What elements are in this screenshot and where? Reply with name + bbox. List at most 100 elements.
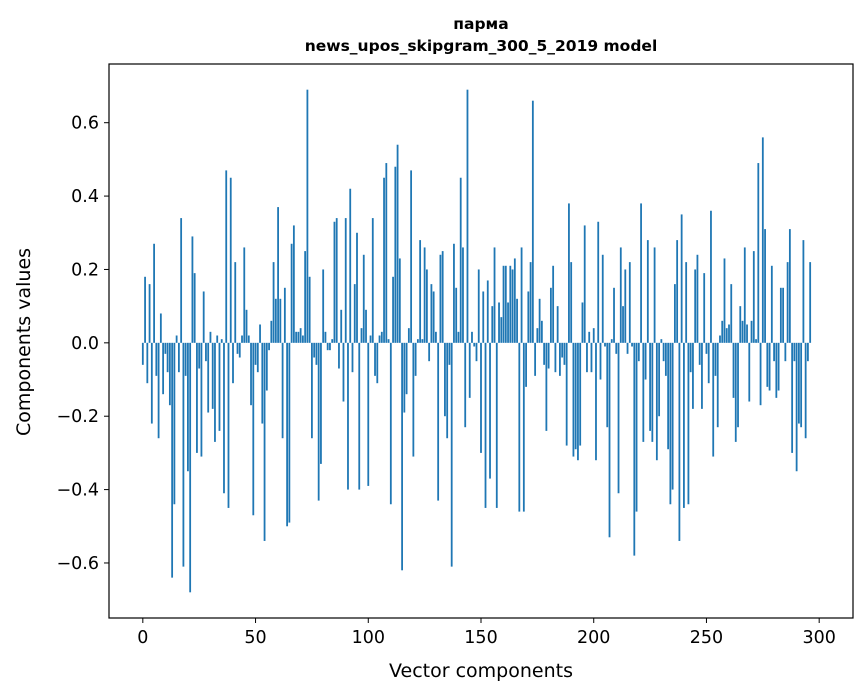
bar: [712, 342, 715, 457]
bar: [295, 331, 298, 343]
bar: [252, 342, 255, 516]
bar: [743, 247, 746, 343]
bar: [462, 247, 464, 343]
bar: [606, 342, 609, 428]
bar: [322, 269, 325, 343]
bar: [502, 265, 505, 343]
x-tick-label: 250: [690, 628, 723, 648]
bar: [687, 342, 690, 505]
bar: [216, 335, 219, 343]
bar: [807, 342, 809, 362]
bar: [168, 342, 171, 406]
x-tick-label: 100: [352, 628, 385, 648]
bar: [367, 342, 370, 486]
bar: [435, 331, 437, 343]
bar: [651, 342, 654, 442]
bar: [349, 188, 352, 343]
bar: [311, 342, 313, 439]
bar: [403, 342, 406, 413]
bar: [283, 287, 286, 343]
bar: [635, 342, 638, 512]
bar: [608, 342, 611, 538]
bar: [200, 342, 203, 457]
chart-title: парма: [453, 15, 508, 33]
bar: [292, 225, 295, 343]
bar: [471, 331, 473, 343]
bar: [299, 328, 302, 343]
bar: [673, 284, 676, 343]
bar: [166, 342, 169, 373]
bar: [279, 298, 282, 343]
y-tick-label: −0.2: [57, 407, 100, 427]
bar: [534, 342, 537, 376]
bar: [646, 240, 649, 343]
bar: [378, 335, 381, 343]
bar: [809, 262, 812, 343]
bar: [380, 331, 383, 343]
bar: [290, 243, 293, 343]
bar: [236, 342, 239, 354]
bar: [141, 342, 144, 365]
bar: [536, 328, 539, 343]
bar: [732, 342, 735, 398]
bar: [207, 342, 210, 413]
bar: [655, 342, 658, 461]
x-tick-label: 150: [464, 628, 497, 648]
bar: [274, 298, 277, 343]
bar: [175, 335, 178, 343]
bar: [272, 262, 275, 343]
x-axis-label: Vector components: [389, 660, 573, 682]
bar: [448, 342, 451, 365]
bar: [225, 170, 228, 343]
bar: [716, 342, 719, 428]
bar: [520, 247, 523, 343]
bar: [453, 243, 455, 343]
bar: [683, 342, 685, 508]
bar: [313, 342, 316, 358]
bar: [795, 342, 798, 472]
bar: [385, 163, 388, 343]
bar: [782, 287, 785, 343]
bar: [220, 339, 223, 343]
bar: [362, 254, 365, 343]
y-axis-ticks: −0.6 −0.4 −0.2 0.0 0.2 0.4 0.6: [57, 114, 109, 574]
bar: [804, 342, 807, 439]
bar: [619, 247, 622, 343]
bar: [425, 269, 428, 343]
bar: [642, 342, 645, 442]
bar: [725, 328, 728, 343]
bar: [507, 302, 509, 343]
bar: [766, 342, 769, 387]
bar: [229, 177, 232, 343]
bar: [320, 342, 322, 464]
bar: [360, 328, 363, 343]
bar: [441, 251, 444, 343]
bar: [416, 339, 419, 343]
bar: [752, 251, 755, 343]
bar: [597, 221, 600, 343]
bar: [649, 342, 651, 431]
bar: [631, 342, 633, 347]
bar: [581, 302, 584, 343]
bar: [410, 170, 413, 343]
bar: [590, 342, 593, 373]
bar: [509, 265, 512, 343]
bar: [586, 342, 588, 373]
bar: [198, 342, 201, 369]
bar: [315, 342, 318, 365]
bar: [791, 342, 794, 453]
bar: [171, 342, 174, 578]
bar: [265, 342, 268, 391]
bar: [259, 324, 261, 343]
x-tick-label: 300: [802, 628, 835, 648]
bar: [227, 342, 230, 508]
bar: [457, 331, 460, 343]
bar: [531, 100, 534, 343]
bar: [628, 262, 631, 343]
bar: [527, 291, 530, 343]
bar: [710, 210, 712, 343]
bar: [701, 342, 703, 409]
bar: [583, 225, 586, 343]
bar: [746, 324, 748, 343]
bar: [495, 342, 498, 508]
